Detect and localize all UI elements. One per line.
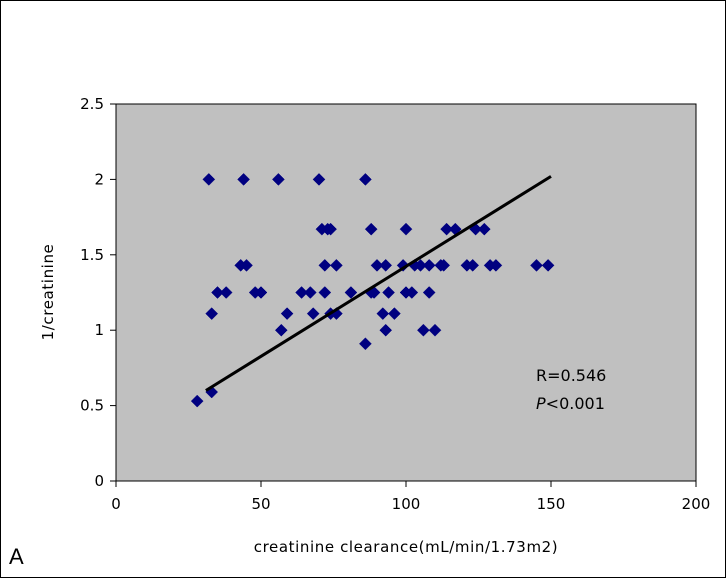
annotation-p: P<0.001: [536, 394, 605, 413]
regression-line: [205, 175, 552, 392]
data-point: [254, 286, 268, 299]
data-point: [422, 259, 436, 272]
data-point: [237, 173, 250, 186]
data-point: [489, 259, 503, 272]
y-tick-label: 2.5: [80, 95, 104, 113]
data-point: [330, 259, 343, 272]
data-point: [280, 307, 294, 320]
data-point: [205, 307, 219, 320]
data-point: [541, 259, 555, 272]
y-tick-label: 0.5: [80, 397, 104, 415]
data-point: [295, 286, 308, 299]
data-point: [359, 173, 372, 186]
data-point: [318, 259, 332, 272]
data-point: [466, 259, 480, 272]
data-point: [303, 286, 317, 299]
data-point: [312, 173, 326, 186]
data-point: [376, 307, 390, 320]
data-point: [379, 259, 393, 272]
data-point: [202, 173, 216, 186]
data-point: [477, 222, 491, 236]
data-point: [405, 286, 419, 299]
data-point: [370, 259, 384, 272]
x-axis: 0 50 100 150 200: [111, 481, 710, 513]
data-point: [240, 259, 253, 272]
x-tick-label: 200: [682, 495, 711, 513]
data-point: [272, 173, 285, 186]
data-point: [417, 323, 430, 337]
y-tick-label: 0: [94, 472, 104, 490]
x-tick-label: 0: [111, 495, 121, 513]
y-tick-label: 1.5: [80, 246, 104, 264]
panel-label: A: [9, 544, 24, 569]
x-tick-label: 50: [251, 495, 270, 513]
data-point: [359, 337, 372, 351]
data-point: [324, 222, 337, 236]
x-tick-label: 100: [392, 495, 421, 513]
y-tick-label: 1: [94, 321, 104, 339]
data-point: [364, 222, 378, 236]
data-point: [414, 259, 427, 272]
data-point: [211, 286, 224, 299]
annotation-r: R=0.546: [536, 366, 606, 385]
data-point: [274, 323, 288, 337]
data-point: [344, 286, 358, 299]
data-point: [440, 222, 453, 236]
y-axis-title: 1/creatinine: [39, 244, 57, 341]
data-point: [190, 394, 204, 408]
data-point: [219, 286, 233, 299]
data-point: [382, 286, 395, 299]
data-points: [190, 173, 555, 408]
y-tick-label: 2: [94, 170, 104, 188]
y-axis: 0 0.5 1 1.5 2 2.5: [80, 95, 116, 490]
data-point: [379, 323, 393, 337]
data-point: [422, 286, 436, 299]
x-axis-title: creatinine clearance(mL/min/1.73m2): [254, 538, 559, 556]
x-tick-label: 150: [537, 495, 566, 513]
data-point: [399, 222, 413, 236]
data-point: [437, 259, 451, 272]
data-point: [388, 307, 401, 320]
data-point: [530, 259, 543, 272]
data-point: [306, 307, 320, 320]
data-point: [428, 323, 442, 337]
data-point: [318, 286, 332, 299]
